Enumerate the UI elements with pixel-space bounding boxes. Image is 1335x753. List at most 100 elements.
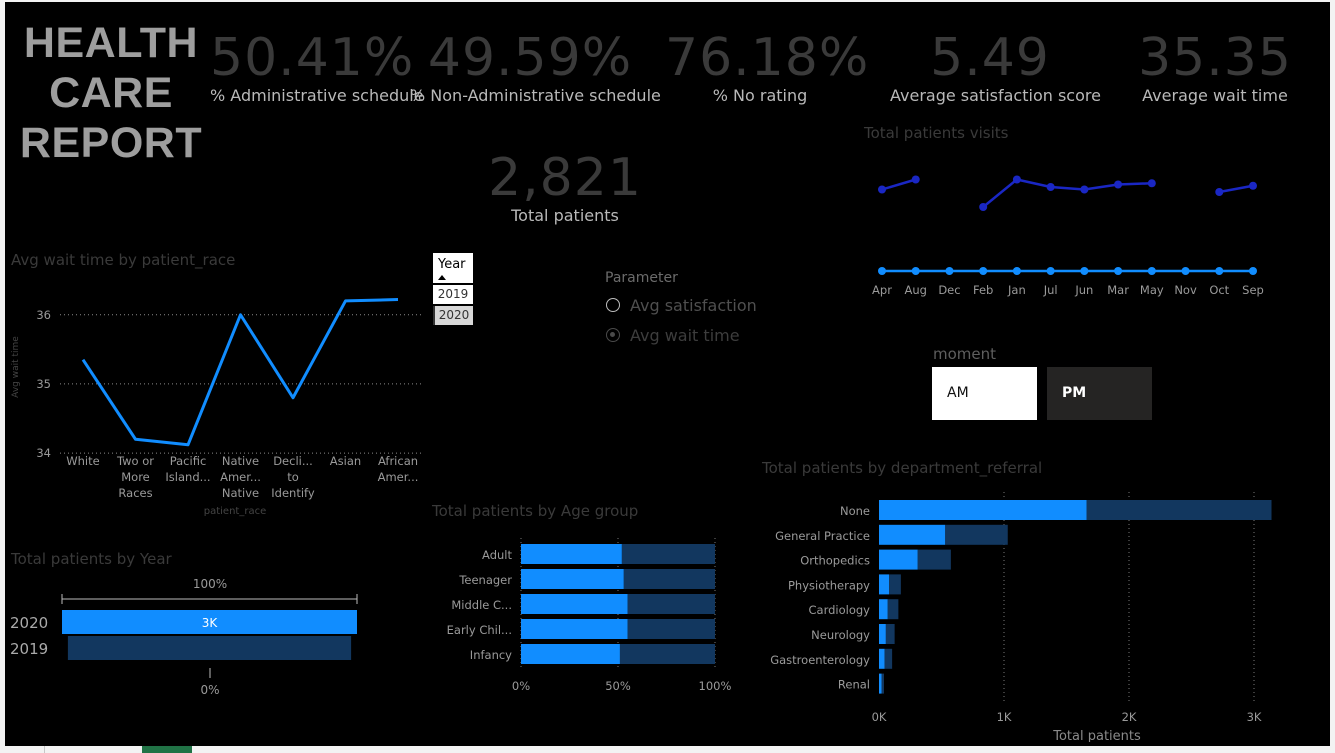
kpi-card-total-patients: 2,821 Total patients xyxy=(465,150,665,226)
bar-segment xyxy=(879,549,918,570)
kpi-card-non-administrative: 49.59% % Non-Administrative schedule xyxy=(410,28,661,106)
x-axis-title: patient_race xyxy=(204,506,266,517)
bar-segment xyxy=(521,619,628,639)
x-tick-label: White xyxy=(66,454,99,468)
bar-segment xyxy=(879,524,946,545)
baseline-point xyxy=(1012,267,1021,275)
series-line xyxy=(881,178,917,191)
kpi-value: 35.35 xyxy=(1138,28,1292,88)
baseline-point xyxy=(1114,267,1123,275)
department-referral-bar-chart: None General Practice Orthopedics Physiothe… xyxy=(770,492,1272,742)
x-tick-label: 0% xyxy=(512,679,530,693)
report-title: HEALTH CARE REPORT xyxy=(13,18,209,168)
x-tick-label: Feb xyxy=(973,283,993,297)
year-chart-title: Total patients by Year xyxy=(11,550,172,568)
kpi-value: 76.18% xyxy=(665,28,870,88)
year-option-2020[interactable]: 2020 xyxy=(433,306,473,325)
x-tick-label: Jun xyxy=(1074,283,1093,297)
x-tick-label: Two or More Races xyxy=(116,454,154,500)
x-tick-label: African Amer... xyxy=(378,454,419,484)
series-line xyxy=(982,178,1152,208)
patient-visits-line-chart: Apr Aug Dec Feb Jan Jul Jun Mar May Nov Oct Sep xyxy=(872,175,1264,297)
kpi-label: % No rating xyxy=(712,86,808,105)
year-slicer: Year 2019 2020 xyxy=(433,253,473,327)
series-line xyxy=(81,298,399,447)
y-axis-title: Avg wait time xyxy=(11,336,21,398)
kpi-card-no-rating: 76.18% % No rating xyxy=(665,28,870,106)
kpi-label: % Non-Administrative schedule xyxy=(410,86,661,105)
bar-segment xyxy=(623,569,715,589)
x-tick-label: Dec xyxy=(938,283,960,297)
baseline-point xyxy=(1046,267,1055,275)
x-tick-label: 3K xyxy=(1247,710,1262,724)
baseline-point xyxy=(1249,267,1257,275)
race-chart-title: Avg wait time by patient_race xyxy=(11,251,236,269)
kpi-value: 2,821 xyxy=(488,148,642,208)
x-tick-label: May xyxy=(1140,283,1164,297)
x-tick-label: 100% xyxy=(699,679,732,693)
bar-segment xyxy=(521,544,622,564)
bar-segment xyxy=(627,619,715,639)
moment-am-button[interactable]: AM xyxy=(932,367,1037,420)
category-label: 2020 xyxy=(10,614,48,632)
parameter-option-avg-satisfaction[interactable]: Avg satisfaction xyxy=(605,296,805,318)
category-label: Orthopedics xyxy=(800,554,870,568)
category-label: Adult xyxy=(482,548,512,562)
age-chart-title: Total patients by Age group xyxy=(432,502,639,520)
bar-segment xyxy=(521,644,620,664)
bar-segment xyxy=(881,673,884,694)
x-tick-label: Apr xyxy=(872,283,892,297)
x-tick-label: Jan xyxy=(1007,283,1026,297)
x-tick-label: 0K xyxy=(872,710,887,724)
parameter-option-label: Avg satisfaction xyxy=(630,296,757,315)
category-label: Gastroenterology xyxy=(770,653,870,667)
category-label: Physiotherapy xyxy=(788,578,870,592)
x-tick-label: Asian xyxy=(330,454,361,468)
year-slicer-header[interactable]: Year xyxy=(433,253,473,283)
category-label: Cardiology xyxy=(809,603,871,617)
baseline-point xyxy=(878,267,886,275)
category-label: Teenager xyxy=(458,573,512,587)
taskbar-divider xyxy=(44,746,45,753)
category-label: 2019 xyxy=(10,640,48,658)
race-wait-time-line-chart: 34 35 36 White Two or More Races Pacific Island.… xyxy=(11,298,423,517)
kpi-card-wait-time: 35.35 Average wait time xyxy=(1125,30,1305,106)
kpi-label: Average wait time xyxy=(1142,86,1288,105)
kpi-label: Average satisfaction score xyxy=(890,86,1101,105)
category-label: None xyxy=(840,504,870,518)
bar-segment xyxy=(945,524,1008,545)
bar-segment xyxy=(627,594,715,614)
moment-pm-button[interactable]: PM xyxy=(1047,367,1152,420)
radio-button-selected-icon xyxy=(606,328,620,342)
data-point xyxy=(1215,188,1224,196)
bar-segment xyxy=(621,544,715,564)
year-slicer-title: Year xyxy=(438,257,466,272)
parameter-option-avg-wait-time[interactable]: Avg wait time xyxy=(605,326,805,348)
year-option-2019[interactable]: 2019 xyxy=(433,285,473,304)
x-tick-label: 2K xyxy=(1122,710,1137,724)
kpi-value: 50.41% xyxy=(210,28,415,88)
bar-data-label: 3K xyxy=(202,616,219,630)
report-title-line: REPORT xyxy=(19,119,203,167)
x-tick-label: Native Amer... Native xyxy=(220,454,261,500)
taskbar xyxy=(0,746,1335,753)
kpi-value: 49.59% xyxy=(427,28,633,88)
baseline-point xyxy=(1080,267,1089,275)
kpi-card-administrative: 50.41% % Administrative schedule xyxy=(210,28,424,106)
x-tick-label: Nov xyxy=(1174,283,1197,297)
category-label: Middle C... xyxy=(451,598,512,612)
kpi-card-satisfaction: 5.49 Average satisfaction score xyxy=(890,30,1101,106)
baseline-point xyxy=(1181,267,1190,275)
bar-segment xyxy=(879,673,882,694)
bar-segment xyxy=(1086,500,1272,520)
kpi-label: Total patients xyxy=(511,206,619,225)
data-point xyxy=(911,175,920,184)
bar-segment xyxy=(879,624,886,644)
baseline-point xyxy=(1215,267,1224,275)
year-bar-chart: 100% 3K 2020 2019 0% xyxy=(10,577,358,697)
x-axis-title: Total patients xyxy=(1052,729,1141,742)
taskbar-app-indicator[interactable] xyxy=(142,746,192,753)
bar-segment xyxy=(885,624,895,644)
x-tick-label: Mar xyxy=(1107,283,1129,297)
x-tick-label: Sep xyxy=(1242,283,1264,297)
